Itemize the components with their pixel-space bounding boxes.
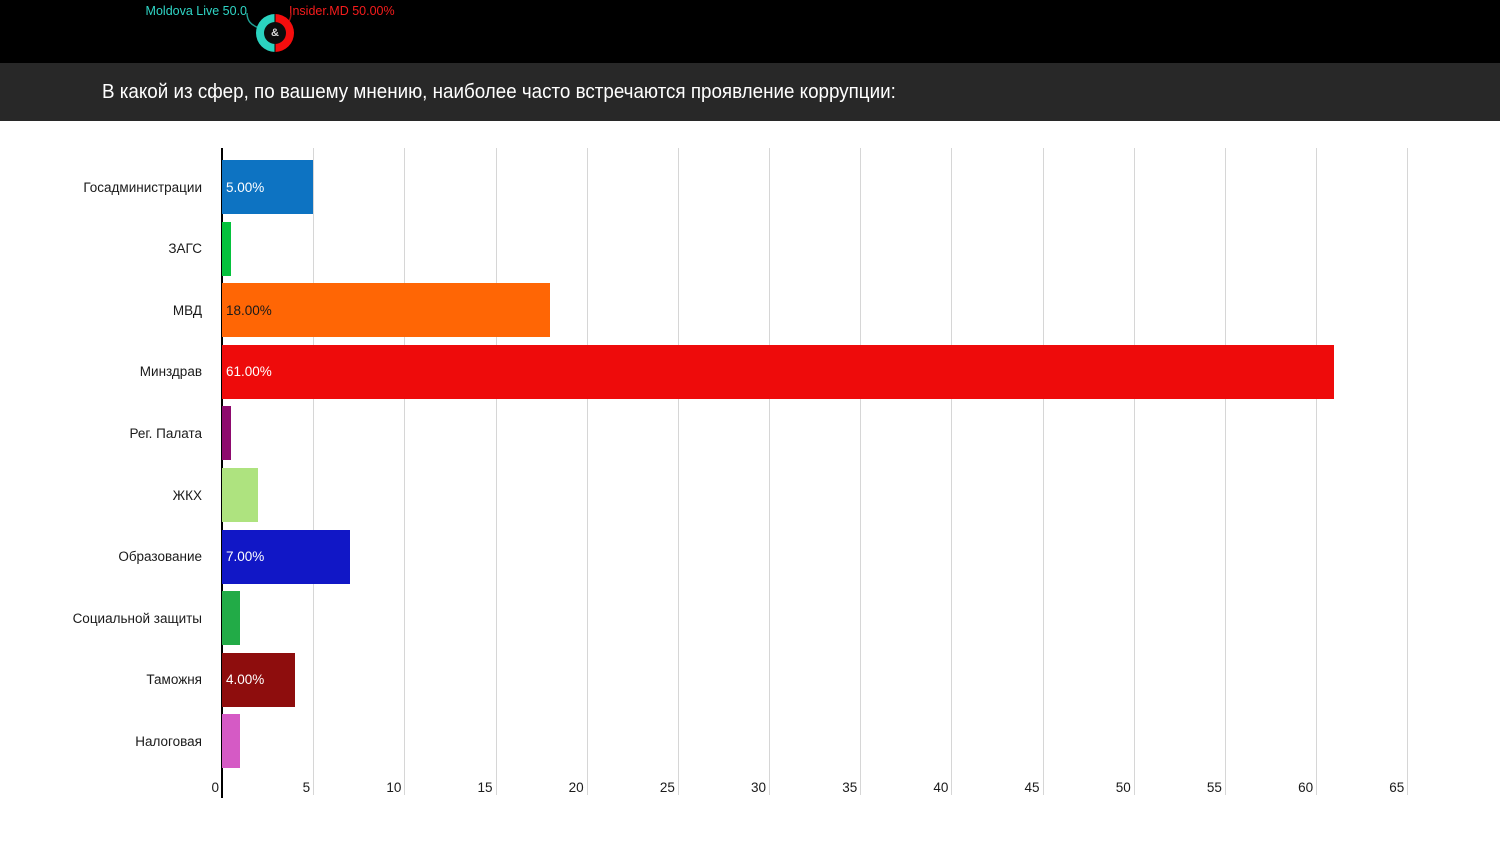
- chart-bar[interactable]: [222, 221, 232, 276]
- category-label: ЖКХ: [172, 487, 202, 503]
- x-tick-label: 25: [659, 780, 675, 795]
- bar-chart: 5.00% 18.00% 61.00% 7.00% 4.00% Госадминистр…: [0, 121, 1500, 844]
- brand-header: Moldova Live 50.0 Insider.MD 50.00% &: [0, 0, 1500, 63]
- chart-bar[interactable]: 7.00%: [222, 529, 350, 584]
- gridline-50: [1133, 148, 1135, 795]
- x-tick-label: 40: [933, 780, 949, 795]
- x-tick-label: 55: [1206, 780, 1222, 795]
- chart-bar[interactable]: 5.00%: [222, 160, 314, 214]
- category-label: Минздрав: [139, 364, 202, 380]
- ampersand-icon: &: [264, 22, 286, 44]
- x-tick-label: 65: [1389, 780, 1405, 795]
- x-tick-label: 30: [751, 780, 767, 795]
- chart-bar[interactable]: 61.00%: [222, 344, 1335, 399]
- bar-value-label: 61.00%: [226, 364, 272, 380]
- brand-label-insider-md: Insider.MD 50.00%: [289, 4, 395, 18]
- gridline-25: [677, 148, 679, 795]
- leader-lines-icon: [246, 12, 292, 29]
- bar-value-label: 4.00%: [226, 672, 265, 688]
- title-bar: В какой из сфер, по вашему мнению, наибо…: [0, 63, 1500, 121]
- bar-value-label: 7.00%: [226, 549, 265, 565]
- x-tick-label: 15: [477, 780, 493, 795]
- chart-bar[interactable]: 4.00%: [222, 652, 295, 707]
- category-label: Налоговая: [135, 733, 202, 749]
- gridline-10: [404, 148, 406, 795]
- category-label: Социальной защиты: [72, 610, 202, 626]
- gridline-30: [769, 148, 771, 795]
- chart-bar[interactable]: [222, 714, 241, 769]
- x-tick-label: 0: [211, 780, 219, 795]
- x-tick-label: 60: [1298, 780, 1314, 795]
- chart-bar[interactable]: [222, 406, 232, 461]
- bars-layer: 5.00% 18.00% 61.00% 7.00% 4.00%: [222, 148, 1462, 795]
- chart-bar[interactable]: [222, 591, 241, 646]
- x-tick-label: 35: [842, 780, 858, 795]
- gridline-40: [951, 148, 953, 795]
- page-title: В какой из сфер, по вашему мнению, наибо…: [102, 80, 896, 103]
- category-label: Образование: [118, 549, 202, 565]
- bar-value-label: 5.00%: [226, 179, 265, 195]
- category-label: Таможня: [146, 672, 202, 688]
- gridline-5: [313, 148, 315, 795]
- gridline-15: [495, 148, 497, 795]
- x-axis-labels: 0 5 10 15 20 25 30 35 40 45 50 55 60 65: [211, 780, 1462, 800]
- gridline-45: [1042, 148, 1044, 795]
- chart-bar[interactable]: [222, 468, 259, 522]
- gridline-65: [1407, 148, 1409, 795]
- x-tick-label: 5: [302, 780, 311, 795]
- x-tick-label: 45: [1024, 780, 1040, 795]
- category-label: ЗАГС: [168, 241, 202, 257]
- category-label: Рег. Палата: [129, 425, 202, 441]
- category-labels: Госадминистрации ЗАГС МВД Минздрав Рег. Пала…: [0, 148, 212, 795]
- brand-donut-chart-icon: &: [256, 14, 294, 52]
- category-label: Госадминистрации: [83, 179, 202, 195]
- gridline-20: [586, 148, 588, 795]
- gridline-35: [860, 148, 862, 795]
- x-tick-label: 10: [386, 780, 402, 795]
- category-label: МВД: [172, 302, 202, 318]
- bar-value-label: 18.00%: [226, 302, 272, 318]
- brand-label-moldova-live: Moldova Live 50.0: [145, 4, 247, 18]
- gridline-60: [1316, 148, 1318, 795]
- x-tick-label: 20: [568, 780, 584, 795]
- gridline-55: [1224, 148, 1226, 795]
- chart-bar[interactable]: 18.00%: [222, 283, 551, 338]
- x-tick-label: 50: [1115, 780, 1131, 795]
